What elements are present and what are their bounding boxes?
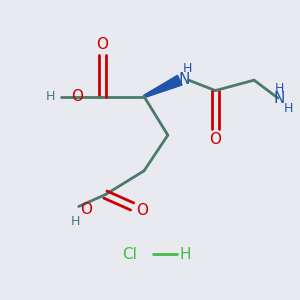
- Text: H: H: [71, 215, 80, 228]
- Text: O: O: [209, 132, 221, 147]
- Text: H: H: [46, 90, 55, 103]
- Text: N: N: [274, 92, 285, 106]
- Text: O: O: [80, 202, 92, 217]
- Text: H: H: [284, 103, 293, 116]
- Text: O: O: [71, 89, 83, 104]
- Text: N: N: [178, 72, 190, 87]
- Text: O: O: [136, 203, 148, 218]
- Text: H: H: [274, 82, 284, 95]
- Text: H: H: [182, 62, 192, 75]
- Text: O: O: [96, 37, 108, 52]
- Text: H: H: [180, 247, 191, 262]
- Polygon shape: [144, 75, 182, 98]
- Text: Cl: Cl: [122, 247, 136, 262]
